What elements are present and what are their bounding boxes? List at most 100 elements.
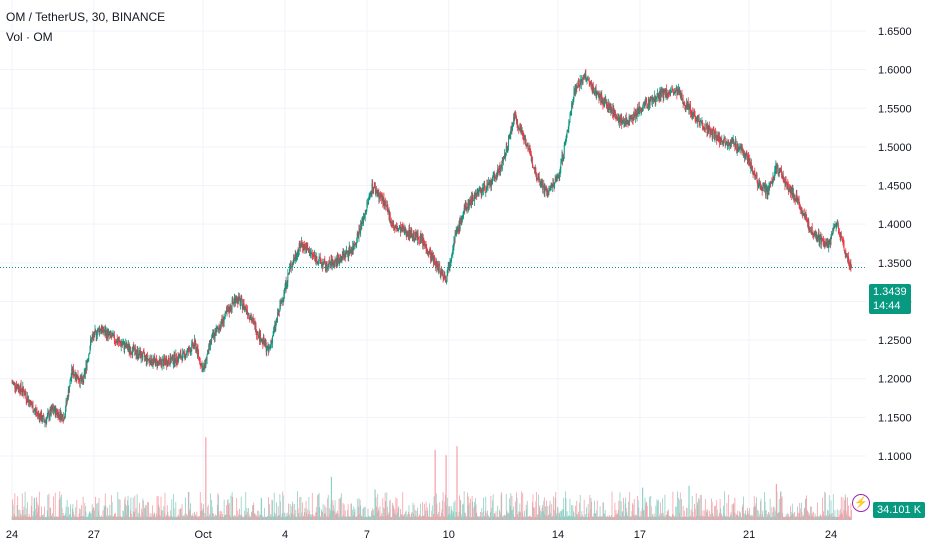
volume-bar [528,516,529,520]
volume-bar [567,516,569,520]
volume-bar [357,506,359,520]
volume-bar [127,495,129,520]
candle-body [828,241,830,244]
volume-bar [616,514,617,520]
volume-bar [103,505,105,520]
volume-bar [493,513,495,520]
candle-body [116,339,118,343]
candle-body [286,285,288,288]
price-tick-label: 1.4500 [878,181,912,193]
volume-bar [203,503,205,520]
volume-bar [677,516,679,520]
candle-body [818,233,820,243]
candle-body [503,158,505,160]
volume-bar [335,514,337,520]
candle-body [202,368,204,370]
candle-body [724,137,726,139]
candle-body [755,174,757,176]
volume-bar [413,504,415,520]
volume-bar [504,514,505,520]
volume-bar [408,511,409,520]
candle-body [418,239,420,243]
candle-body [41,412,43,421]
candle-body [682,98,684,104]
volume-bar [87,513,89,520]
candle-body [39,414,41,420]
candle-body [777,166,779,173]
volume-bar [492,500,493,520]
volume-bar [313,516,315,520]
candle-body [464,205,466,210]
volume-bar [372,508,373,520]
candle-body [302,244,304,248]
candle-body [299,245,301,248]
volume-bar [150,516,152,520]
time-axis[interactable]: 24 27 Oct 4 7 10 14 17 21 24 [6,529,837,541]
volume-bar [427,510,429,520]
volume-bar [28,516,29,520]
volume-bar [828,510,830,520]
candle-body [561,154,563,162]
volume-bar [760,501,761,520]
candle-body [167,360,169,366]
volume-spike [445,455,447,520]
candle-body [753,171,755,173]
candle-body [406,231,408,236]
candle-body [647,106,649,108]
candle-body [849,264,851,267]
volume-bar [740,512,741,520]
symbol-legend[interactable]: OM / TetherUS, 30, BINANCE [6,10,166,24]
candle-body [462,216,463,220]
volume-bar [432,516,434,520]
volume-bar [108,515,110,520]
volume-bar [169,516,171,520]
volume-bar [190,515,192,520]
candle-body [169,355,171,365]
volume-bar [794,516,796,520]
candle-body [378,195,380,200]
candle-body [780,169,782,172]
price-axis[interactable]: 1.65001.60001.55001.50001.45001.40001.35… [878,26,912,463]
volume-bar [797,512,799,520]
volume-bar [92,507,94,520]
candle-body [320,262,322,264]
volume-bar [683,516,685,520]
candle-body [772,176,774,183]
candle-body [196,348,198,354]
volume-bar [570,515,572,520]
volume-bar [394,508,396,520]
volume-bar [579,502,581,520]
volume-bar [301,516,303,520]
volume-bar [397,512,399,520]
volume-bar [183,516,185,520]
volume-bar [405,510,407,520]
candle-body [539,181,541,185]
volume-legend[interactable]: Vol · OM [6,30,53,44]
volume-bar [498,516,500,520]
lightning-icon[interactable]: ⚡ [852,494,870,512]
candle-body [497,167,499,171]
volume-bar [109,515,111,520]
candle-body [123,342,124,344]
candle-body [712,129,714,138]
volume-bar [845,514,847,520]
candle-body [582,79,583,84]
candle-body [331,259,333,268]
candle-body [744,154,745,158]
candle-body [393,227,395,229]
volume-bar [512,509,513,520]
candle-body [784,182,786,186]
candle-body [735,140,736,149]
volume-bar [74,516,76,520]
candle-body [653,98,654,101]
candle-body [762,186,764,191]
candle-body [331,259,333,268]
candle-body [442,270,444,278]
volume-bar [630,516,632,520]
volume-bar [449,513,451,520]
volume-bar [674,516,675,520]
volume-bar [382,507,384,520]
candle-body [579,80,581,87]
volume-bar [557,508,559,520]
